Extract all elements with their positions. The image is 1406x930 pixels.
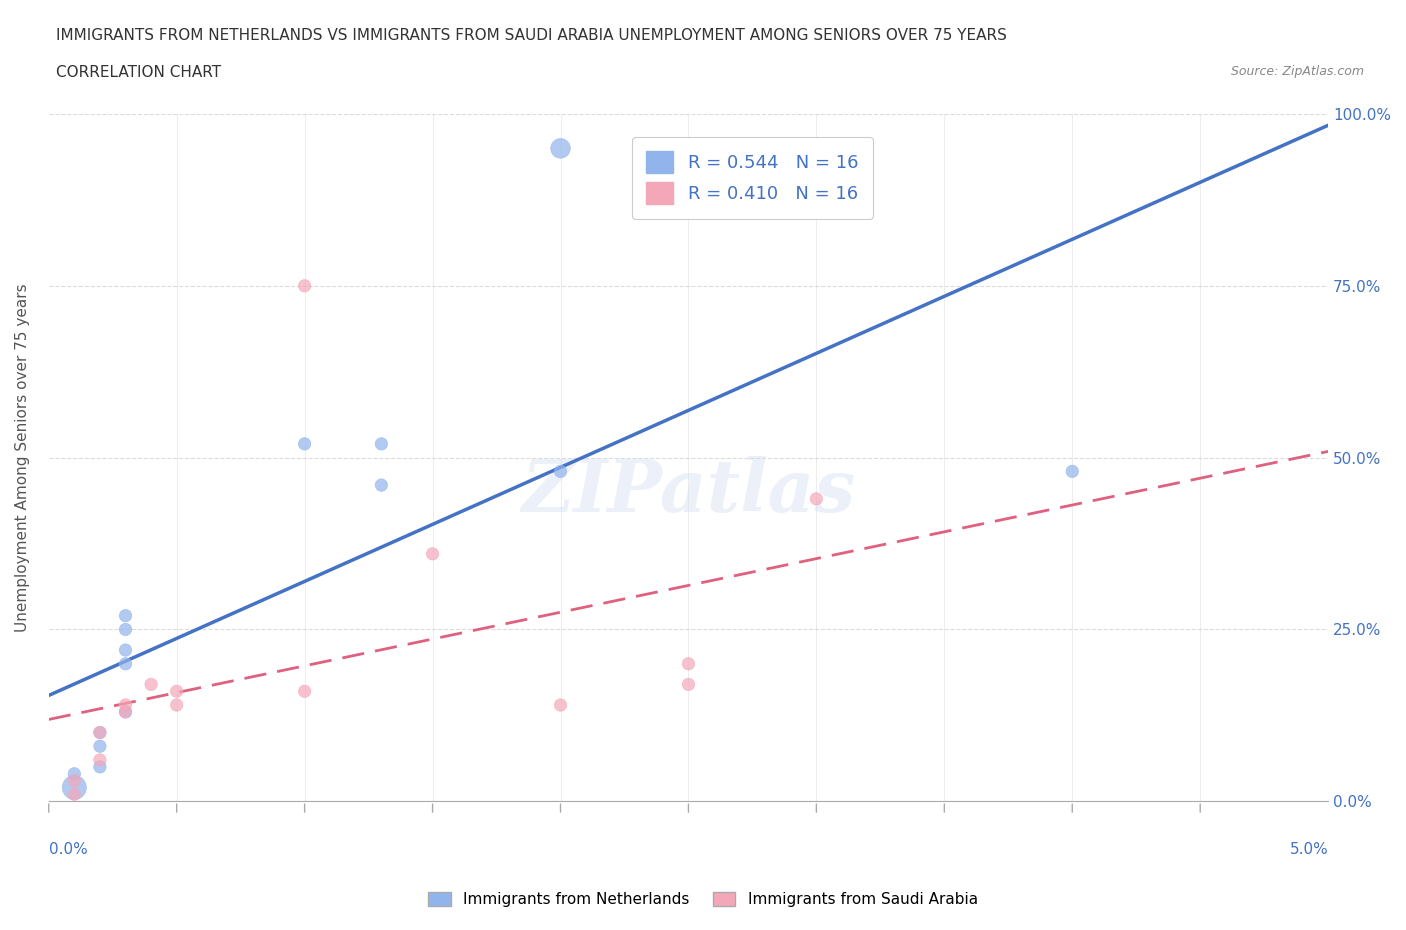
Point [550, 464, 572, 479]
Point [370, 436, 392, 451]
Point [89, 760, 111, 775]
Point [89, 738, 111, 753]
Y-axis label: Unemployment Among Seniors over 75 years: Unemployment Among Seniors over 75 years [15, 284, 30, 631]
Point [550, 141, 572, 156]
Point [294, 436, 316, 451]
Point [678, 657, 700, 671]
Text: CORRELATION CHART: CORRELATION CHART [56, 65, 221, 80]
Point [550, 698, 572, 712]
Point [678, 677, 700, 692]
Point [139, 677, 162, 692]
Point [114, 698, 136, 712]
Point [114, 704, 136, 719]
Point [422, 547, 444, 562]
Point [63, 780, 86, 795]
Point [89, 725, 111, 740]
Point [89, 725, 111, 740]
Legend: Immigrants from Netherlands, Immigrants from Saudi Arabia: Immigrants from Netherlands, Immigrants … [422, 885, 984, 913]
Point [114, 608, 136, 623]
Point [166, 684, 188, 698]
Point [89, 752, 111, 767]
Point [63, 766, 86, 781]
Text: 0.0%: 0.0% [49, 843, 87, 857]
Point [806, 491, 828, 506]
Point [114, 704, 136, 719]
Point [114, 643, 136, 658]
Text: Source: ZipAtlas.com: Source: ZipAtlas.com [1230, 65, 1364, 78]
Point [294, 684, 316, 698]
Point [63, 787, 86, 802]
Point [114, 622, 136, 637]
Point [63, 773, 86, 788]
Point [370, 478, 392, 493]
Legend: R = 0.544   N = 16, R = 0.410   N = 16: R = 0.544 N = 16, R = 0.410 N = 16 [631, 137, 873, 219]
Point [294, 278, 316, 293]
Point [114, 657, 136, 671]
Text: ZIPatlas: ZIPatlas [522, 457, 855, 527]
Point [166, 698, 188, 712]
Point [1062, 464, 1084, 479]
Text: 5.0%: 5.0% [1289, 843, 1329, 857]
Text: IMMIGRANTS FROM NETHERLANDS VS IMMIGRANTS FROM SAUDI ARABIA UNEMPLOYMENT AMONG S: IMMIGRANTS FROM NETHERLANDS VS IMMIGRANT… [56, 28, 1007, 43]
